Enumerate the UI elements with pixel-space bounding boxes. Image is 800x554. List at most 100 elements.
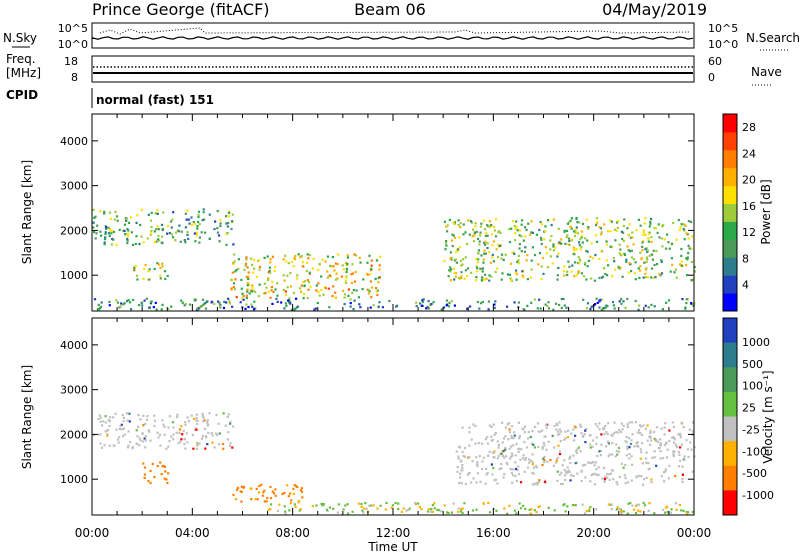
data-cell xyxy=(634,511,638,515)
data-cell xyxy=(263,256,266,259)
data-cell xyxy=(578,244,581,247)
data-cell xyxy=(555,458,558,461)
data-cell xyxy=(290,260,293,263)
data-cell xyxy=(558,450,562,453)
data-cell xyxy=(666,456,669,459)
data-cell xyxy=(331,256,334,259)
data-cell xyxy=(265,500,268,503)
data-cell xyxy=(297,501,300,504)
data-cell xyxy=(119,424,122,428)
cpid-value: normal (fast) 151 xyxy=(96,93,214,107)
data-cell xyxy=(446,230,449,233)
data-cell xyxy=(570,238,573,241)
data-cell xyxy=(497,446,500,449)
colorbar-tick-label: 1000 xyxy=(742,336,770,349)
data-cell xyxy=(569,461,572,465)
data-cell xyxy=(464,256,467,259)
data-cell xyxy=(232,261,235,265)
data-cell xyxy=(673,271,676,274)
data-cell xyxy=(462,233,465,236)
data-cell xyxy=(515,479,519,482)
data-cell xyxy=(312,257,315,260)
time-tick-label: 12:00 xyxy=(376,526,411,540)
data-cell xyxy=(355,289,358,292)
data-cell xyxy=(490,439,493,442)
data-cell xyxy=(326,276,329,279)
data-cell xyxy=(224,215,228,218)
data-cell xyxy=(247,277,250,280)
data-cell xyxy=(431,510,434,513)
data-cell xyxy=(172,236,175,239)
data-cell xyxy=(558,432,561,435)
data-cell xyxy=(219,224,222,228)
data-cell xyxy=(628,421,631,424)
data-cell xyxy=(573,439,576,442)
data-cell xyxy=(563,304,566,307)
colorbar-segment xyxy=(723,465,737,491)
data-cell xyxy=(461,511,464,515)
data-cell xyxy=(126,237,129,241)
data-cell xyxy=(613,421,616,424)
data-cell xyxy=(459,226,462,229)
data-cell xyxy=(496,255,500,259)
data-cell xyxy=(684,306,687,309)
data-cell xyxy=(149,439,152,442)
data-cell xyxy=(680,264,683,267)
data-cell xyxy=(376,293,379,297)
data-cell xyxy=(347,294,350,297)
data-cell xyxy=(534,425,537,428)
data-cell xyxy=(557,444,560,447)
data-cell xyxy=(626,425,629,428)
data-cell xyxy=(536,307,539,310)
data-cell xyxy=(284,290,287,293)
data-cell xyxy=(281,492,284,496)
data-cell xyxy=(541,447,544,450)
data-cell xyxy=(570,432,573,435)
data-cell xyxy=(548,307,551,310)
data-cell xyxy=(306,261,309,264)
data-cell xyxy=(584,463,587,466)
data-cell xyxy=(163,270,167,273)
data-cell xyxy=(94,215,97,218)
data-cell xyxy=(600,308,603,311)
data-cell xyxy=(184,212,187,215)
data-cell xyxy=(165,478,168,481)
data-cell xyxy=(630,479,633,482)
data-cell xyxy=(636,441,639,444)
data-cell xyxy=(115,243,118,246)
data-cell xyxy=(104,231,107,234)
data-cell xyxy=(668,429,671,432)
data-cell xyxy=(591,305,594,308)
data-cell xyxy=(196,227,199,230)
data-cell xyxy=(440,510,443,513)
data-cell xyxy=(201,219,204,222)
data-cell xyxy=(161,303,164,306)
data-cell xyxy=(258,485,261,488)
data-cell xyxy=(195,417,198,420)
data-cell xyxy=(619,508,622,511)
data-cell xyxy=(598,276,601,279)
data-cell xyxy=(229,442,232,445)
data-cell xyxy=(327,287,330,290)
data-cell xyxy=(167,472,170,475)
data-cell xyxy=(249,487,252,490)
data-cell xyxy=(484,234,487,237)
data-cell xyxy=(671,421,674,424)
data-cell xyxy=(513,509,517,512)
data-cell xyxy=(638,503,641,506)
data-cell xyxy=(235,296,238,299)
data-cell xyxy=(640,475,643,478)
data-cell xyxy=(205,436,208,439)
data-cell xyxy=(342,289,345,292)
data-cell xyxy=(222,442,225,446)
data-cell xyxy=(675,238,678,241)
data-cell xyxy=(620,422,623,425)
data-cell xyxy=(203,218,206,221)
data-cell xyxy=(517,465,520,468)
data-cell xyxy=(184,241,187,244)
data-cell xyxy=(366,273,369,276)
data-cell xyxy=(515,442,518,446)
data-cell xyxy=(469,220,473,223)
data-cell xyxy=(543,480,546,483)
data-cell xyxy=(202,303,205,306)
